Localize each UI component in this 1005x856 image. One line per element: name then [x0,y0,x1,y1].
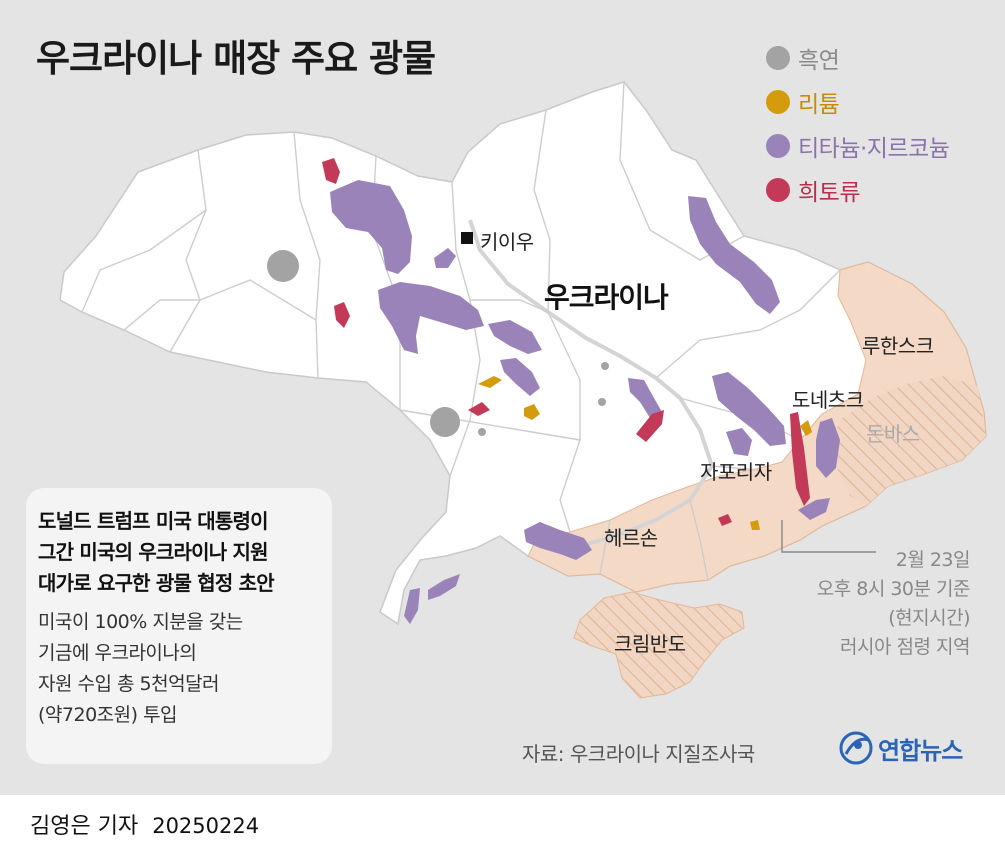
note-leader-line [781,520,876,553]
publish-date: 20250224 [152,814,260,838]
country-label: 우크라이나 [544,281,669,314]
graphite-deposits [267,250,609,437]
titanium-deposit [524,522,592,560]
titanium-deposit [428,574,460,600]
info-headline-line: 대가로 요구한 광물 협정 초안 [38,571,275,595]
titanium-deposit [488,320,542,354]
occupation-note: 2월 23일 오후 8시 30분 기준 (현지시간) 러시아 점령 지역 [760,546,971,662]
info-headline-line: 그간 미국의 우크라이나 지원 [38,540,269,564]
info-body-line: 자원 수입 총 5천억달러 [38,673,220,695]
dnipro-river [468,219,715,550]
legend-label: 티타늄·지르코늄 [798,136,950,162]
info-body-line: (약720조원) 투입 [38,704,178,726]
capital-label: 키이우 [480,230,534,254]
region-label-kherson: 헤르손 [604,526,658,550]
legend-rare-earth: 희토류 [766,168,949,212]
occupation-note-line: 오후 8시 30분 기준 [816,578,971,600]
region-label-luhansk: 루한스크 [862,334,934,358]
titanium-deposit [628,378,662,418]
rare-earth-deposit [718,514,732,526]
occupied-east [527,261,987,593]
info-headline-line: 도널드 트럼프 미국 대통령이 [38,509,269,533]
lithium-deposit [478,376,502,388]
lithium-deposit [524,404,540,420]
byline: 김영은 기자 20250224 [30,808,259,840]
agency-name: 연합뉴스 [878,736,963,765]
graphite-deposit [601,362,609,370]
rare-earth-deposit [334,302,350,328]
lithium-deposit [750,520,760,530]
reporter-name: 김영은 기자 [30,814,139,839]
lithium-swatch [766,90,790,114]
occupation-note-line: (현지시간) [888,607,970,629]
graphite-deposit [267,250,299,282]
legend-label: 리튬 [798,92,840,118]
titanium-deposit [330,180,412,274]
region-label-zaporizhzhia: 자포리자 [700,460,772,484]
titanium-swatch [766,134,790,158]
occupied-donbas-hatched [830,376,986,506]
rare-earth-deposit [636,410,664,442]
graphite-deposit [598,398,606,406]
lithium-deposits [478,376,812,530]
titanium-deposit [434,248,456,268]
region-label-donetsk: 도네츠크 [792,388,864,412]
titanium-deposit [404,588,420,624]
ukraine-map [59,81,987,699]
titanium-deposit [726,428,752,456]
lithium-deposit [800,420,812,436]
rare-earth-deposit [322,158,340,184]
legend-titanium-zirconium: 티타늄·지르코늄 [766,124,950,168]
info-headline: 도널드 트럼프 미국 대통령이 그간 미국의 우크라이나 지원 대가로 요구한 … [38,506,332,599]
info-body: 미국이 100% 지분을 갖는 기금에 우크라이나의 자원 수입 총 5천억달러… [38,607,332,731]
rare-earth-deposit [790,412,810,506]
legend-lithium: 리튬 [766,80,949,124]
graphite-deposit [478,428,486,436]
titanium-deposit [378,282,484,354]
crimea-territory [573,591,745,699]
legend: 흑연 리튬 티타늄·지르코늄 희토류 [766,36,950,212]
region-label-crimea: 크림반도 [614,632,686,656]
map-frame: 우크라이나 매장 주요 광물 흑연 리튬 티타늄·지르코늄 희토류 키이우 우크… [0,0,1005,795]
legend-label: 희토류 [798,180,860,206]
legend-label: 흑연 [798,48,840,74]
titanium-deposit [688,196,780,314]
info-box: 도널드 트럼프 미국 대통령이 그간 미국의 우크라이나 지원 대가로 요구한 … [26,488,332,764]
agency-logo: 연합뉴스 [838,730,963,766]
occupation-note-line: 러시아 점령 지역 [840,636,970,658]
titanium-deposit [712,372,786,446]
titanium-deposit [500,358,540,396]
graphite-deposit [430,407,460,437]
info-body-line: 미국이 100% 지분을 갖는 [38,611,243,633]
info-body-line: 기금에 우크라이나의 [38,642,197,664]
titanium-deposit [798,498,830,520]
titanium-deposit [540,526,550,538]
legend-graphite: 흑연 [766,36,949,80]
titanium-deposits [330,180,840,624]
region-label-donbas: 돈바스 [866,422,920,446]
rare-earth-swatch [766,178,790,202]
graphite-swatch [766,46,790,70]
occupation-note-line: 2월 23일 [895,549,971,571]
titanium-deposit [816,418,840,478]
rare-earth-deposit [468,402,490,416]
rare-earth-deposits [322,158,810,526]
page-title: 우크라이나 매장 주요 광물 [36,37,436,80]
source-credit: 자료: 우크라이나 지질조사국 [522,742,755,766]
capital-marker [461,232,473,244]
yonhap-globe-icon [839,731,873,765]
